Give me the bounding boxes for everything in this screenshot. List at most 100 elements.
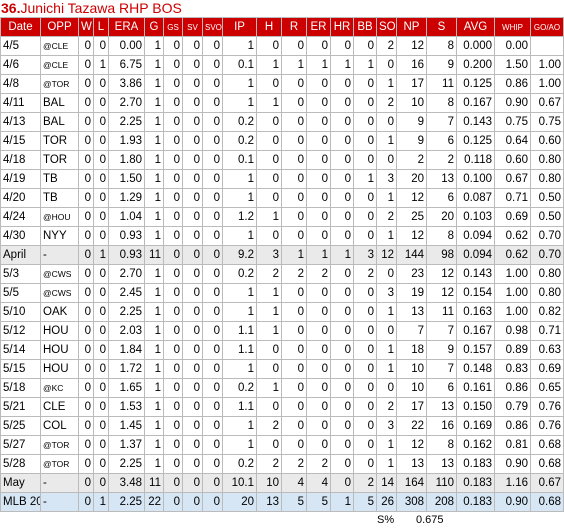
table-cell: 0.60 — [494, 150, 531, 170]
table-cell: 0 — [202, 302, 223, 322]
table-cell: 0.68 — [530, 435, 564, 455]
table-cell: 1 — [144, 264, 164, 284]
table-cell: 0 — [256, 131, 282, 151]
table-cell: 4/18 — [0, 150, 41, 170]
table-cell: 5 — [281, 492, 307, 512]
table-cell: 1.45 — [108, 416, 145, 436]
table-cell: 0 — [256, 74, 282, 94]
table-cell: OAK — [40, 302, 79, 322]
table-cell: 20 — [222, 492, 257, 512]
table-cell: 0 — [281, 150, 307, 170]
table-cell: 1.1 — [222, 397, 257, 417]
column-header: WHIP — [494, 17, 531, 37]
table-cell: 0 — [163, 112, 183, 132]
table-cell: 0.86 — [494, 74, 531, 94]
column-header: Date — [0, 17, 41, 37]
table-cell: 1 — [353, 169, 377, 189]
table-cell: NYY — [40, 226, 79, 246]
table-cell: 0 — [306, 36, 331, 56]
table-cell: HOU — [40, 340, 79, 360]
table-cell: 0 — [163, 93, 183, 113]
table-cell: 0.148 — [456, 359, 495, 379]
table-cell: 0.98 — [494, 321, 531, 341]
table-cell: 0.2 — [222, 112, 257, 132]
table-cell: 9 — [426, 340, 457, 360]
table-cell: 2 — [396, 150, 427, 170]
table-cell: 1 — [376, 131, 397, 151]
table-cell: 1 — [256, 55, 282, 75]
table-cell: 0 — [182, 359, 203, 379]
table-cell: 0 — [78, 264, 94, 284]
table-cell: 2 — [376, 93, 397, 113]
table-cell: 1 — [256, 302, 282, 322]
table-cell: TB — [40, 169, 79, 189]
table-cell: 0 — [163, 74, 183, 94]
table-cell: 1 — [222, 188, 257, 208]
column-header: G — [144, 17, 164, 37]
table-cell: 0 — [78, 169, 94, 189]
table-cell: 144 — [396, 245, 427, 265]
table-cell: 0 — [202, 112, 223, 132]
table-cell: 0.75 — [494, 112, 531, 132]
table-cell: 0 — [330, 321, 354, 341]
table-cell: 0.68 — [530, 454, 564, 474]
table-cell: 0.81 — [494, 435, 531, 455]
table-cell: 12 — [396, 435, 427, 455]
table-cell: 0.90 — [494, 492, 531, 512]
column-header: ERA — [108, 17, 145, 37]
table-cell: 1 — [376, 302, 397, 322]
column-header: L — [93, 17, 109, 37]
table-cell: 0.71 — [530, 321, 564, 341]
table-cell: 1 — [144, 359, 164, 379]
table-cell: 8 — [426, 435, 457, 455]
table-cell: 0.65 — [530, 378, 564, 398]
table-cell: 0 — [182, 93, 203, 113]
table-cell: 1 — [222, 359, 257, 379]
table-cell: 1 — [144, 131, 164, 151]
table-cell: 12 — [376, 245, 397, 265]
table-cell: 2.25 — [108, 302, 145, 322]
table-cell: 1 — [256, 283, 282, 303]
column-header: W — [78, 17, 94, 37]
strand-rate-value: 0.675 — [416, 514, 444, 526]
table-cell: 1 — [93, 492, 109, 512]
table-row: 4/30 NYY 0 0 0.93 1 0 0 0 1 0 0 0 0 0 1 12 8 0.094 0.62 0.70 — [0, 226, 564, 246]
table-cell: 1 — [376, 359, 397, 379]
table-cell: 1.37 — [108, 435, 145, 455]
table-cell: 10 — [256, 473, 282, 493]
table-cell: 5 — [353, 492, 377, 512]
table-cell: 0 — [256, 169, 282, 189]
table-cell: 4 — [306, 473, 331, 493]
table-cell: 0.163 — [456, 302, 495, 322]
month-summary-row: May -0 0 3.48 11 0 0 0 10.1 10 4 4 0 2 14 164 110 0.183 1.… — [0, 473, 564, 493]
table-cell: 0.80 — [530, 150, 564, 170]
table-cell: 0.157 — [456, 340, 495, 360]
table-cell: 0 — [256, 226, 282, 246]
table-cell: 18 — [396, 340, 427, 360]
table-cell: 0 — [163, 169, 183, 189]
table-cell: 0.83 — [494, 359, 531, 379]
table-cell: MLB 2016 — [0, 492, 41, 512]
table-cell: 0 — [78, 473, 94, 493]
table-cell: 2 — [281, 454, 307, 474]
table-cell: 0 — [353, 302, 377, 322]
table-cell: 0 — [163, 473, 183, 493]
table-cell: 0 — [281, 226, 307, 246]
table-cell: HOU — [40, 359, 79, 379]
table-cell: 0.118 — [456, 150, 495, 170]
table-cell: 23 — [396, 264, 427, 284]
table-cell: 0.75 — [530, 112, 564, 132]
table-cell: 9 — [426, 55, 457, 75]
table-cell: 0.71 — [494, 188, 531, 208]
table-cell: 0 — [93, 302, 109, 322]
table-cell: 20 — [396, 169, 427, 189]
column-header: GO/AO — [530, 17, 564, 37]
table-cell: 0 — [78, 112, 94, 132]
table-cell: 1 — [144, 378, 164, 398]
table-cell: 0 — [163, 454, 183, 474]
table-cell: 0 — [353, 226, 377, 246]
table-cell: 0 — [78, 397, 94, 417]
table-cell: 0 — [353, 36, 377, 56]
table-cell: 0 — [306, 112, 331, 132]
table-cell: 2 — [256, 264, 282, 284]
